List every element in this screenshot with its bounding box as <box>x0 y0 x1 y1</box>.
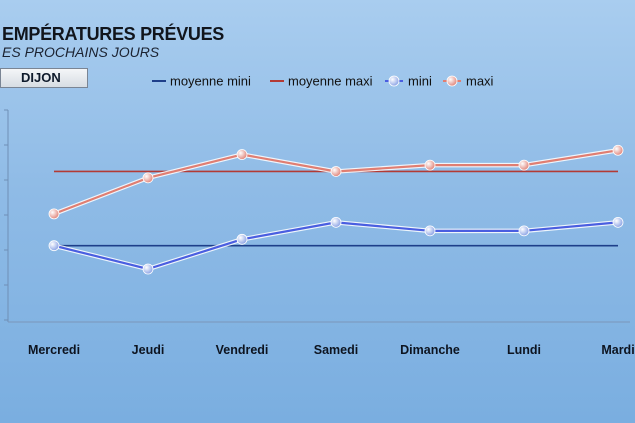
x-tick-label: Vendredi <box>216 343 269 357</box>
point-maxi-Mardi <box>612 144 624 156</box>
legend: moyenne mini moyenne maxi mini maxi <box>152 74 494 89</box>
x-tick-label: Jeudi <box>132 343 165 357</box>
point-maxi-Lundi <box>518 159 530 171</box>
x-axis-labels: Mercredi Jeudi Vendredi Samedi Dimanche Lundi… <box>28 343 635 357</box>
point-maxi-Mercredi <box>48 208 60 220</box>
point-mini-Samedi <box>330 216 342 228</box>
point-mini-Lundi <box>518 225 530 237</box>
point-maxi-Vendredi <box>236 149 248 160</box>
x-tick-label: Lundi <box>507 343 541 357</box>
x-tick-label: Mardi <box>601 343 634 357</box>
point-mini-Mardi <box>612 216 624 228</box>
x-tick-label: Dimanche <box>400 343 460 357</box>
chart-subtitle: ES PROCHAINS JOURS <box>2 44 160 60</box>
point-maxi-Jeudi <box>142 172 154 184</box>
y-axis-ticks <box>4 109 8 321</box>
point-mini-Mercredi <box>48 240 60 252</box>
x-tick-label: Mercredi <box>28 343 80 357</box>
point-mini-Vendredi <box>236 233 248 245</box>
point-mini-Jeudi <box>142 263 154 275</box>
legend-label: mini <box>408 74 432 89</box>
legend-swatch-maxi <box>446 75 458 87</box>
point-maxi-Dimanche <box>424 159 436 171</box>
legend-label: moyenne mini <box>170 74 251 89</box>
series-group <box>48 144 624 275</box>
point-mini-Dimanche <box>424 225 436 237</box>
series-line-maxi <box>53 149 619 215</box>
legend-label: maxi <box>466 74 494 89</box>
legend-swatch-mini <box>388 75 400 87</box>
city-label: DIJON <box>0 68 88 88</box>
x-tick-label: Samedi <box>314 343 358 357</box>
chart-title: EMPÉRATURES PRÉVUES <box>2 24 225 44</box>
point-maxi-Samedi <box>330 166 342 177</box>
legend-label: moyenne maxi <box>288 74 373 89</box>
